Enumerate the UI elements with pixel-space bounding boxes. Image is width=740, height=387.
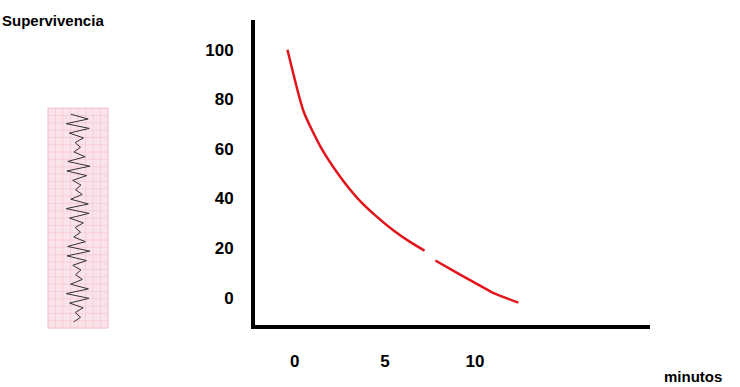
- svg-text:60: 60: [215, 140, 234, 159]
- svg-text:80: 80: [215, 90, 234, 109]
- svg-text:minutos: minutos: [664, 368, 722, 385]
- svg-text:100: 100: [205, 41, 233, 60]
- svg-text:0: 0: [224, 289, 233, 308]
- svg-text:20: 20: [215, 239, 234, 258]
- svg-text:40: 40: [215, 189, 234, 208]
- svg-text:Supervivencia: Supervivencia: [2, 12, 104, 29]
- svg-text:5: 5: [380, 352, 389, 371]
- svg-text:10: 10: [466, 352, 485, 371]
- svg-text:0: 0: [290, 352, 299, 371]
